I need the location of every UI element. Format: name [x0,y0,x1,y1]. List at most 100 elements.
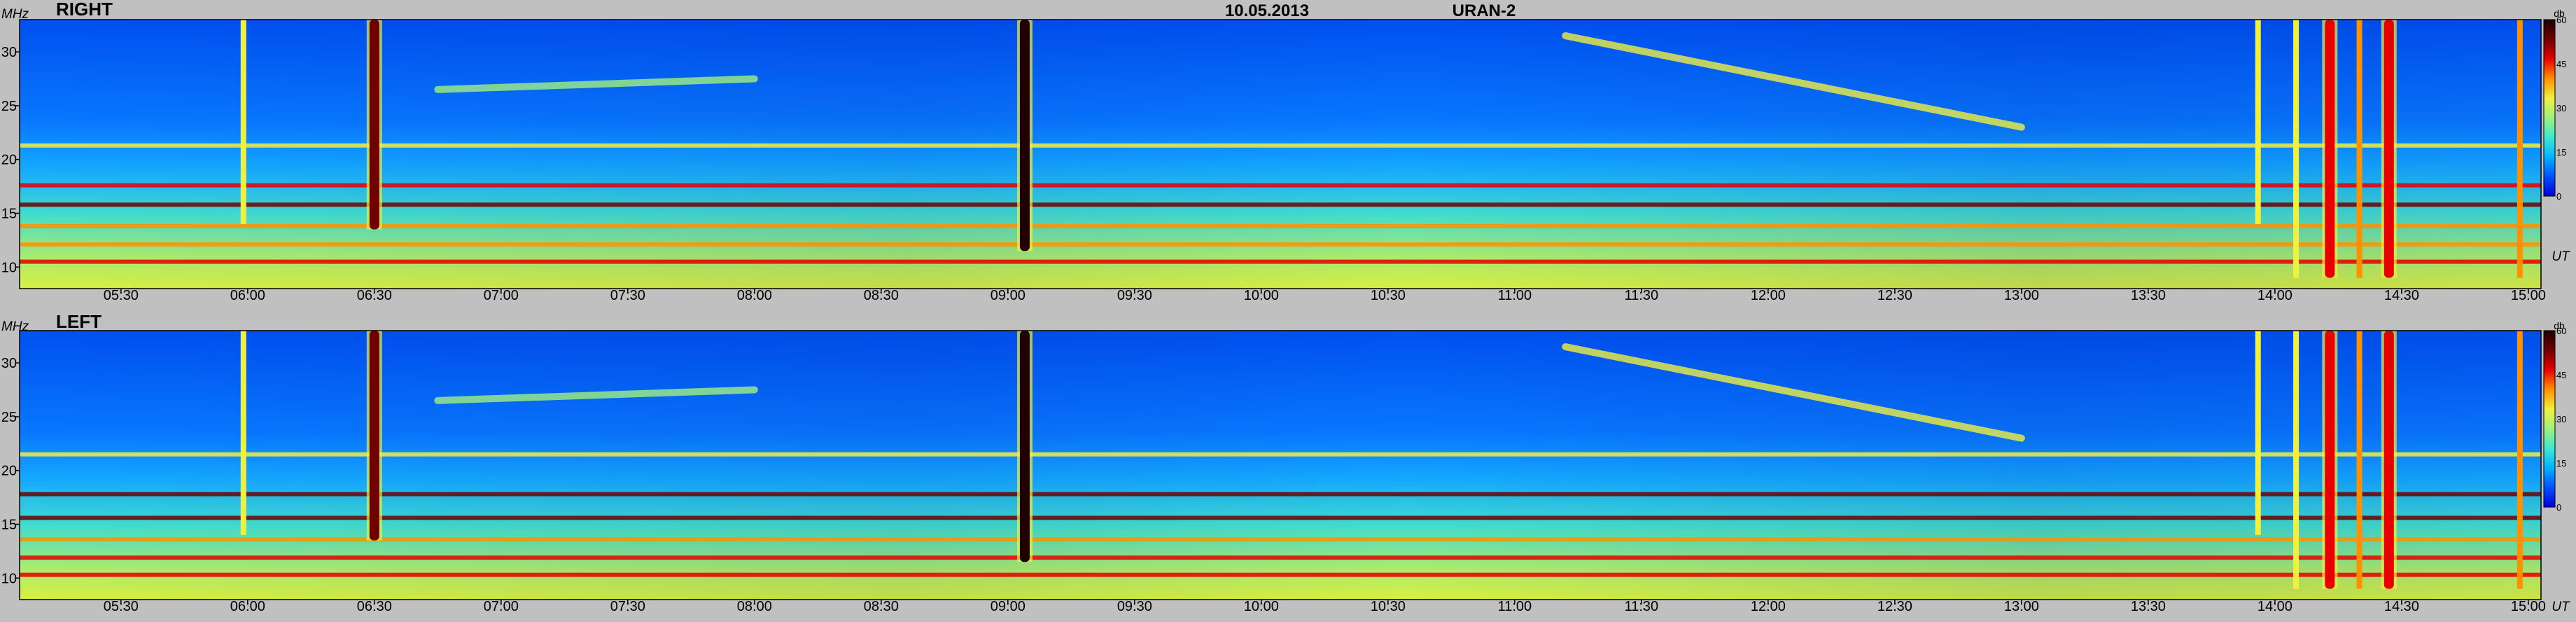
colorbar-tick-label: 60 [2556,15,2566,25]
rfi-line [20,202,2541,207]
radio-burst [2325,331,2335,589]
x-tick-label: 09:30 [1117,288,1152,303]
x-tick-label: 09:30 [1117,599,1152,614]
colorbar-tick-label: 30 [2556,414,2566,424]
plot-frame [19,19,2542,289]
x-tick-label: 13:00 [2004,599,2039,614]
observation-date: 10.05.2013 [1225,1,1309,20]
spectrogram-panel-right: RIGHT MHz UT db 10 15 20 25 30 05:30 06:00 06:3… [1,0,2570,303]
radio-burst [2255,20,2261,224]
x-tick-label: 09:00 [990,599,1026,614]
x-tick-label: 12:00 [1751,288,1786,303]
x-tick-label: 11:00 [1498,599,1532,614]
colorbar-tick-label: 15 [2556,458,2566,469]
radio-burst [2325,20,2335,278]
x-tick-label: 08:00 [737,288,772,303]
radio-burst [2516,20,2523,278]
drift-track [1562,32,2025,131]
y-axis-unit-right: MHz [1,7,29,22]
rfi-line [20,259,2541,264]
spectrogram-shade [20,331,2541,600]
colorbar-tick-label: 45 [2556,370,2566,380]
x-tick-label: 13:30 [2131,599,2166,614]
y-tick-label: 25 [1,99,17,114]
radio-burst [369,20,379,230]
y-tick-label: 25 [1,410,17,425]
x-tick-label: 07:30 [610,288,645,303]
x-axis-unit-left: UT [2552,600,2570,614]
x-tick-label: 11:00 [1498,288,1532,303]
panel-label-left: LEFT [56,311,102,332]
rfi-line [20,242,2541,247]
x-tick-label: 12:00 [1751,599,1786,614]
radio-burst [2293,20,2300,278]
x-tick-label: 09:00 [990,288,1026,303]
radio-burst [369,331,379,541]
y-tick-label: 15 [1,206,17,221]
drift-track [1562,343,2025,442]
x-tick-label: 08:30 [864,288,899,303]
drift-track [434,75,758,93]
x-tick-label: 10:00 [1244,599,1279,614]
x-tick-label: 14:00 [2258,288,2292,303]
radio-burst [240,20,246,224]
rfi-line [20,492,2541,497]
rfi-line [20,452,2541,457]
colorbar-tick-label: 45 [2556,59,2566,69]
x-tick-label: 07:00 [484,599,519,614]
rfi-line [20,143,2541,148]
x-tick-label: 10:00 [1244,288,1279,303]
x-tick-label: 08:30 [864,599,899,614]
colorbar-tick-label: 15 [2556,147,2566,158]
radio-burst [1019,331,1030,562]
y-tick-label: 20 [1,153,17,168]
drift-track [434,386,758,404]
colorbar [2543,330,2556,508]
x-tick-label: 14:30 [2384,288,2419,303]
x-tick-label: 13:30 [2131,288,2166,303]
x-tick-label: 07:30 [610,599,645,614]
x-tick-label: 14:00 [2258,599,2292,614]
rfi-line [20,183,2541,188]
x-tick-label: 12:30 [1877,599,1912,614]
plot-frame [19,330,2542,600]
x-tick-label: 06:00 [230,288,265,303]
x-tick-label: 13:00 [2004,288,2039,303]
y-tick-label: 30 [1,45,17,60]
x-tick-label: 05:30 [104,599,139,614]
x-tick-label: 06:30 [357,599,392,614]
rfi-line [20,537,2541,541]
radio-burst [2384,331,2394,589]
x-tick-label: 12:30 [1877,288,1912,303]
rfi-line [20,223,2541,228]
colorbar [2543,19,2556,197]
panel-label-right: RIGHT [56,0,113,20]
x-tick-label: 14:30 [2384,599,2419,614]
x-tick-label: 11:30 [1625,599,1659,614]
spectrogram-shade [20,20,2541,289]
x-tick-label: 11:30 [1625,288,1659,303]
colorbar-tick-label: 60 [2556,326,2566,336]
x-tick-label: 08:00 [737,599,772,614]
radio-burst [2255,331,2261,535]
radio-burst [2356,331,2362,589]
rfi-line [20,572,2541,577]
y-tick-label: 10 [1,571,17,586]
y-tick-label: 10 [1,260,17,275]
radio-burst [2293,331,2300,589]
colorbar-tick-label: 0 [2556,191,2561,202]
rfi-line [20,555,2541,560]
x-tick-label: 05:30 [104,288,139,303]
x-axis-unit-right: UT [2552,249,2570,264]
x-tick-label: 15:00 [2511,288,2546,303]
instrument-name: URAN-2 [1452,1,1516,20]
radio-burst [2516,331,2523,589]
rfi-line [20,516,2541,520]
x-tick-label: 10:30 [1371,599,1406,614]
colorbar-tick-label: 0 [2556,502,2561,513]
radio-burst [1019,20,1030,251]
x-tick-label: 07:00 [484,288,519,303]
radio-burst [2384,20,2394,278]
